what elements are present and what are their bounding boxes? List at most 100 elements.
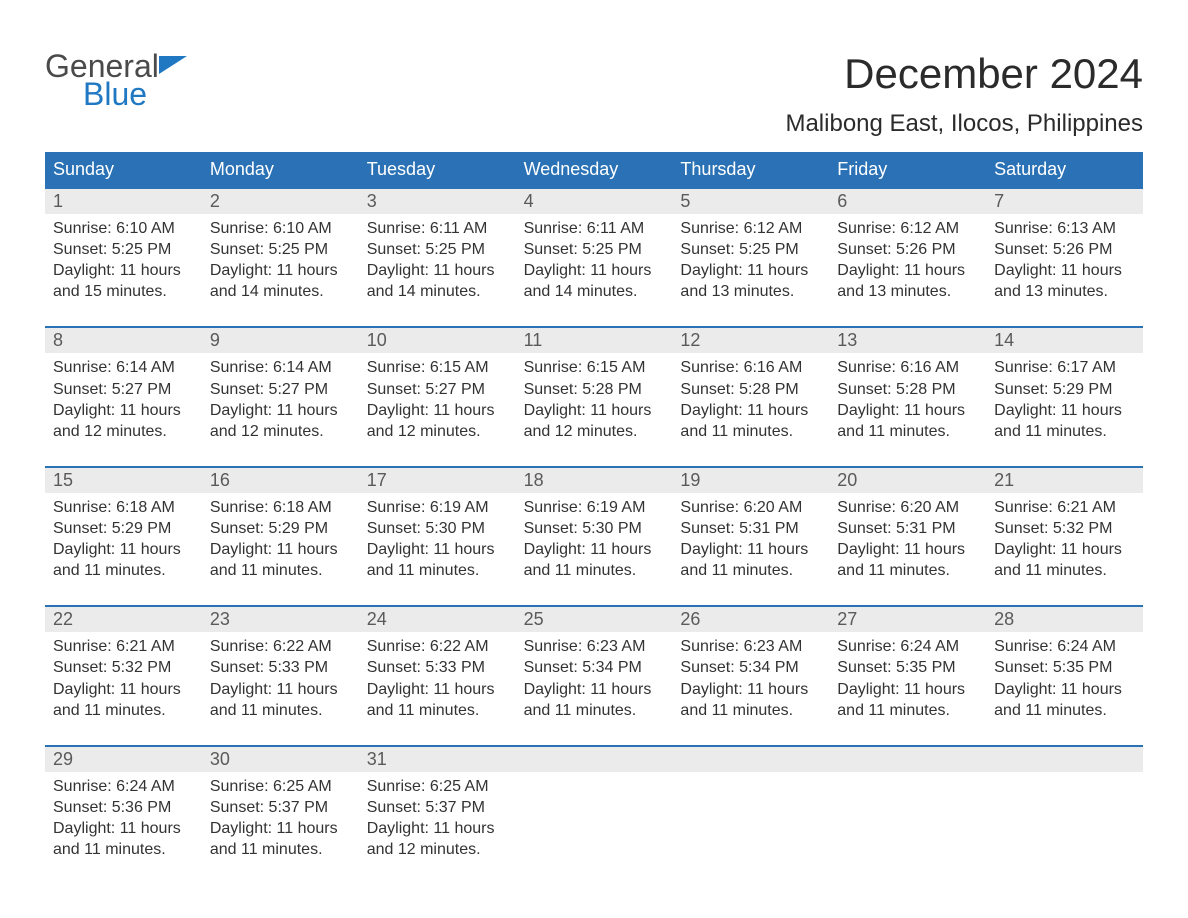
day-cell: 5Sunrise: 6:12 AMSunset: 5:25 PMDaylight… <box>672 189 829 308</box>
brand-logo: General Blue <box>45 50 187 110</box>
weekday-header: Friday <box>829 152 986 187</box>
sunset-line: Sunset: 5:31 PM <box>837 518 978 539</box>
sunset-line: Sunset: 5:32 PM <box>994 518 1135 539</box>
sunset-line: Sunset: 5:33 PM <box>367 657 508 678</box>
day-number: 3 <box>359 189 516 214</box>
sunset-line: Sunset: 5:34 PM <box>524 657 665 678</box>
day-cell: 25 Sunrise: 6:23 AMSunset: 5:34 PMDayligh… <box>516 607 673 726</box>
day-number: 10 <box>359 328 516 353</box>
day-cell: 4Sunrise: 6:11 AMSunset: 5:25 PMDaylight… <box>516 189 673 308</box>
sunset-line: Sunset: 5:35 PM <box>837 657 978 678</box>
day-details: Sunrise: 6:19 AMSunset: 5:30 PMDaylight:… <box>359 493 516 587</box>
weekday-header: Sunday <box>45 152 202 187</box>
day-cell: 6Sunrise: 6:12 AMSunset: 5:26 PMDaylight… <box>829 189 986 308</box>
day-number: 4 <box>516 189 673 214</box>
day-cell: 26Sunrise: 6:23 AMSunset: 5:34 PMDayligh… <box>672 607 829 726</box>
sunrise-line: Sunrise: 6:10 AM <box>53 218 194 239</box>
sunrise-line: Sunrise: 6:23 AM <box>680 636 821 657</box>
day-cell: 11Sunrise: 6:15 AMSunset: 5:28 PMDayligh… <box>516 328 673 447</box>
sunrise-line: Sunrise: 6:22 AM <box>367 636 508 657</box>
sunset-line: Sunset: 5:25 PM <box>680 239 821 260</box>
sunset-line: Sunset: 5:36 PM <box>53 797 194 818</box>
day-cell: 3Sunrise: 6:11 AMSunset: 5:25 PMDaylight… <box>359 189 516 308</box>
day-cell: 1Sunrise: 6:10 AMSunset: 5:25 PMDaylight… <box>45 189 202 308</box>
day-number: 29 <box>45 747 202 772</box>
daylight-line: Daylight: 11 hours and 11 minutes. <box>53 818 194 860</box>
day-number: 5 <box>672 189 829 214</box>
day-details: Sunrise: 6:24 AMSunset: 5:36 PMDaylight:… <box>45 772 202 866</box>
daylight-line: Daylight: 11 hours and 11 minutes. <box>680 679 821 721</box>
day-number: 17 <box>359 468 516 493</box>
brand-text: General Blue <box>45 50 187 110</box>
day-number: 22 <box>45 607 202 632</box>
daylight-line: Daylight: 11 hours and 11 minutes. <box>53 539 194 581</box>
day-number: 16 <box>202 468 359 493</box>
daylight-line: Daylight: 11 hours and 11 minutes. <box>210 679 351 721</box>
weekday-header-row: SundayMondayTuesdayWednesdayThursdayFrid… <box>45 152 1143 187</box>
daylight-line: Daylight: 11 hours and 11 minutes. <box>367 679 508 721</box>
day-cell: 13 Sunrise: 6:16 AMSunset: 5:28 PMDayligh… <box>829 328 986 447</box>
day-cell: 24Sunrise: 6:22 AMSunset: 5:33 PMDayligh… <box>359 607 516 726</box>
sunset-line: Sunset: 5:32 PM <box>53 657 194 678</box>
day-number: 25 <box>516 607 673 632</box>
day-details: Sunrise: 6:18 AMSunset: 5:29 PMDaylight:… <box>45 493 202 587</box>
day-details: Sunrise: 6:20 AMSunset: 5:31 PMDaylight:… <box>829 493 986 587</box>
daylight-line: Daylight: 11 hours and 11 minutes. <box>994 679 1135 721</box>
day-cell: 23Sunrise: 6:22 AMSunset: 5:33 PMDayligh… <box>202 607 359 726</box>
day-details: Sunrise: 6:22 AMSunset: 5:33 PMDaylight:… <box>202 632 359 726</box>
day-details: Sunrise: 6:12 AMSunset: 5:26 PMDaylight:… <box>829 214 986 308</box>
day-number: 30 <box>202 747 359 772</box>
day-cell: 31Sunrise: 6:25 AMSunset: 5:37 PMDayligh… <box>359 747 516 866</box>
sunrise-line: Sunrise: 6:17 AM <box>994 357 1135 378</box>
day-number <box>986 747 1143 772</box>
daylight-line: Daylight: 11 hours and 11 minutes. <box>994 539 1135 581</box>
sunset-line: Sunset: 5:28 PM <box>837 379 978 400</box>
daylight-line: Daylight: 11 hours and 11 minutes. <box>837 400 978 442</box>
day-details: Sunrise: 6:23 AMSunset: 5:34 PMDaylight:… <box>672 632 829 726</box>
day-number: 28 <box>986 607 1143 632</box>
daylight-line: Daylight: 11 hours and 13 minutes. <box>837 260 978 302</box>
daylight-line: Daylight: 11 hours and 15 minutes. <box>53 260 194 302</box>
sunrise-line: Sunrise: 6:24 AM <box>837 636 978 657</box>
day-cell: 19Sunrise: 6:20 AMSunset: 5:31 PMDayligh… <box>672 468 829 587</box>
sunrise-line: Sunrise: 6:13 AM <box>994 218 1135 239</box>
day-details: Sunrise: 6:21 AMSunset: 5:32 PMDaylight:… <box>45 632 202 726</box>
day-cell: 7Sunrise: 6:13 AMSunset: 5:26 PMDaylight… <box>986 189 1143 308</box>
week-row: 15Sunrise: 6:18 AMSunset: 5:29 PMDayligh… <box>45 466 1143 587</box>
day-number: 21 <box>986 468 1143 493</box>
sunrise-line: Sunrise: 6:21 AM <box>53 636 194 657</box>
daylight-line: Daylight: 11 hours and 11 minutes. <box>524 679 665 721</box>
day-cell: 14Sunrise: 6:17 AMSunset: 5:29 PMDayligh… <box>986 328 1143 447</box>
daylight-line: Daylight: 11 hours and 11 minutes. <box>837 679 978 721</box>
sunrise-line: Sunrise: 6:12 AM <box>680 218 821 239</box>
sunset-line: Sunset: 5:29 PM <box>994 379 1135 400</box>
sunset-line: Sunset: 5:26 PM <box>994 239 1135 260</box>
sunrise-line: Sunrise: 6:23 AM <box>524 636 665 657</box>
day-number: 12 <box>672 328 829 353</box>
sunset-line: Sunset: 5:30 PM <box>524 518 665 539</box>
sunrise-line: Sunrise: 6:16 AM <box>680 357 821 378</box>
sunrise-line: Sunrise: 6:25 AM <box>210 776 351 797</box>
day-number: 1 <box>45 189 202 214</box>
weekday-header: Thursday <box>672 152 829 187</box>
daylight-line: Daylight: 11 hours and 11 minutes. <box>680 400 821 442</box>
sunset-line: Sunset: 5:37 PM <box>210 797 351 818</box>
day-number: 20 <box>829 468 986 493</box>
day-number: 13 <box>829 328 986 353</box>
daylight-line: Daylight: 11 hours and 12 minutes. <box>210 400 351 442</box>
day-details: Sunrise: 6:11 AMSunset: 5:25 PMDaylight:… <box>359 214 516 308</box>
day-details: Sunrise: 6:21 AMSunset: 5:32 PMDaylight:… <box>986 493 1143 587</box>
daylight-line: Daylight: 11 hours and 11 minutes. <box>524 539 665 581</box>
sunrise-line: Sunrise: 6:11 AM <box>524 218 665 239</box>
title-block: December 2024 Malibong East, Ilocos, Phi… <box>785 50 1143 138</box>
sunset-line: Sunset: 5:25 PM <box>367 239 508 260</box>
sunset-line: Sunset: 5:34 PM <box>680 657 821 678</box>
day-cell: 2Sunrise: 6:10 AMSunset: 5:25 PMDaylight… <box>202 189 359 308</box>
day-details: Sunrise: 6:16 AMSunset: 5:28 PMDaylight:… <box>672 353 829 447</box>
day-details <box>672 772 829 852</box>
day-cell: 29Sunrise: 6:24 AMSunset: 5:36 PMDayligh… <box>45 747 202 866</box>
sunset-line: Sunset: 5:30 PM <box>367 518 508 539</box>
sunrise-line: Sunrise: 6:16 AM <box>837 357 978 378</box>
sunset-line: Sunset: 5:35 PM <box>994 657 1135 678</box>
sunset-line: Sunset: 5:27 PM <box>210 379 351 400</box>
